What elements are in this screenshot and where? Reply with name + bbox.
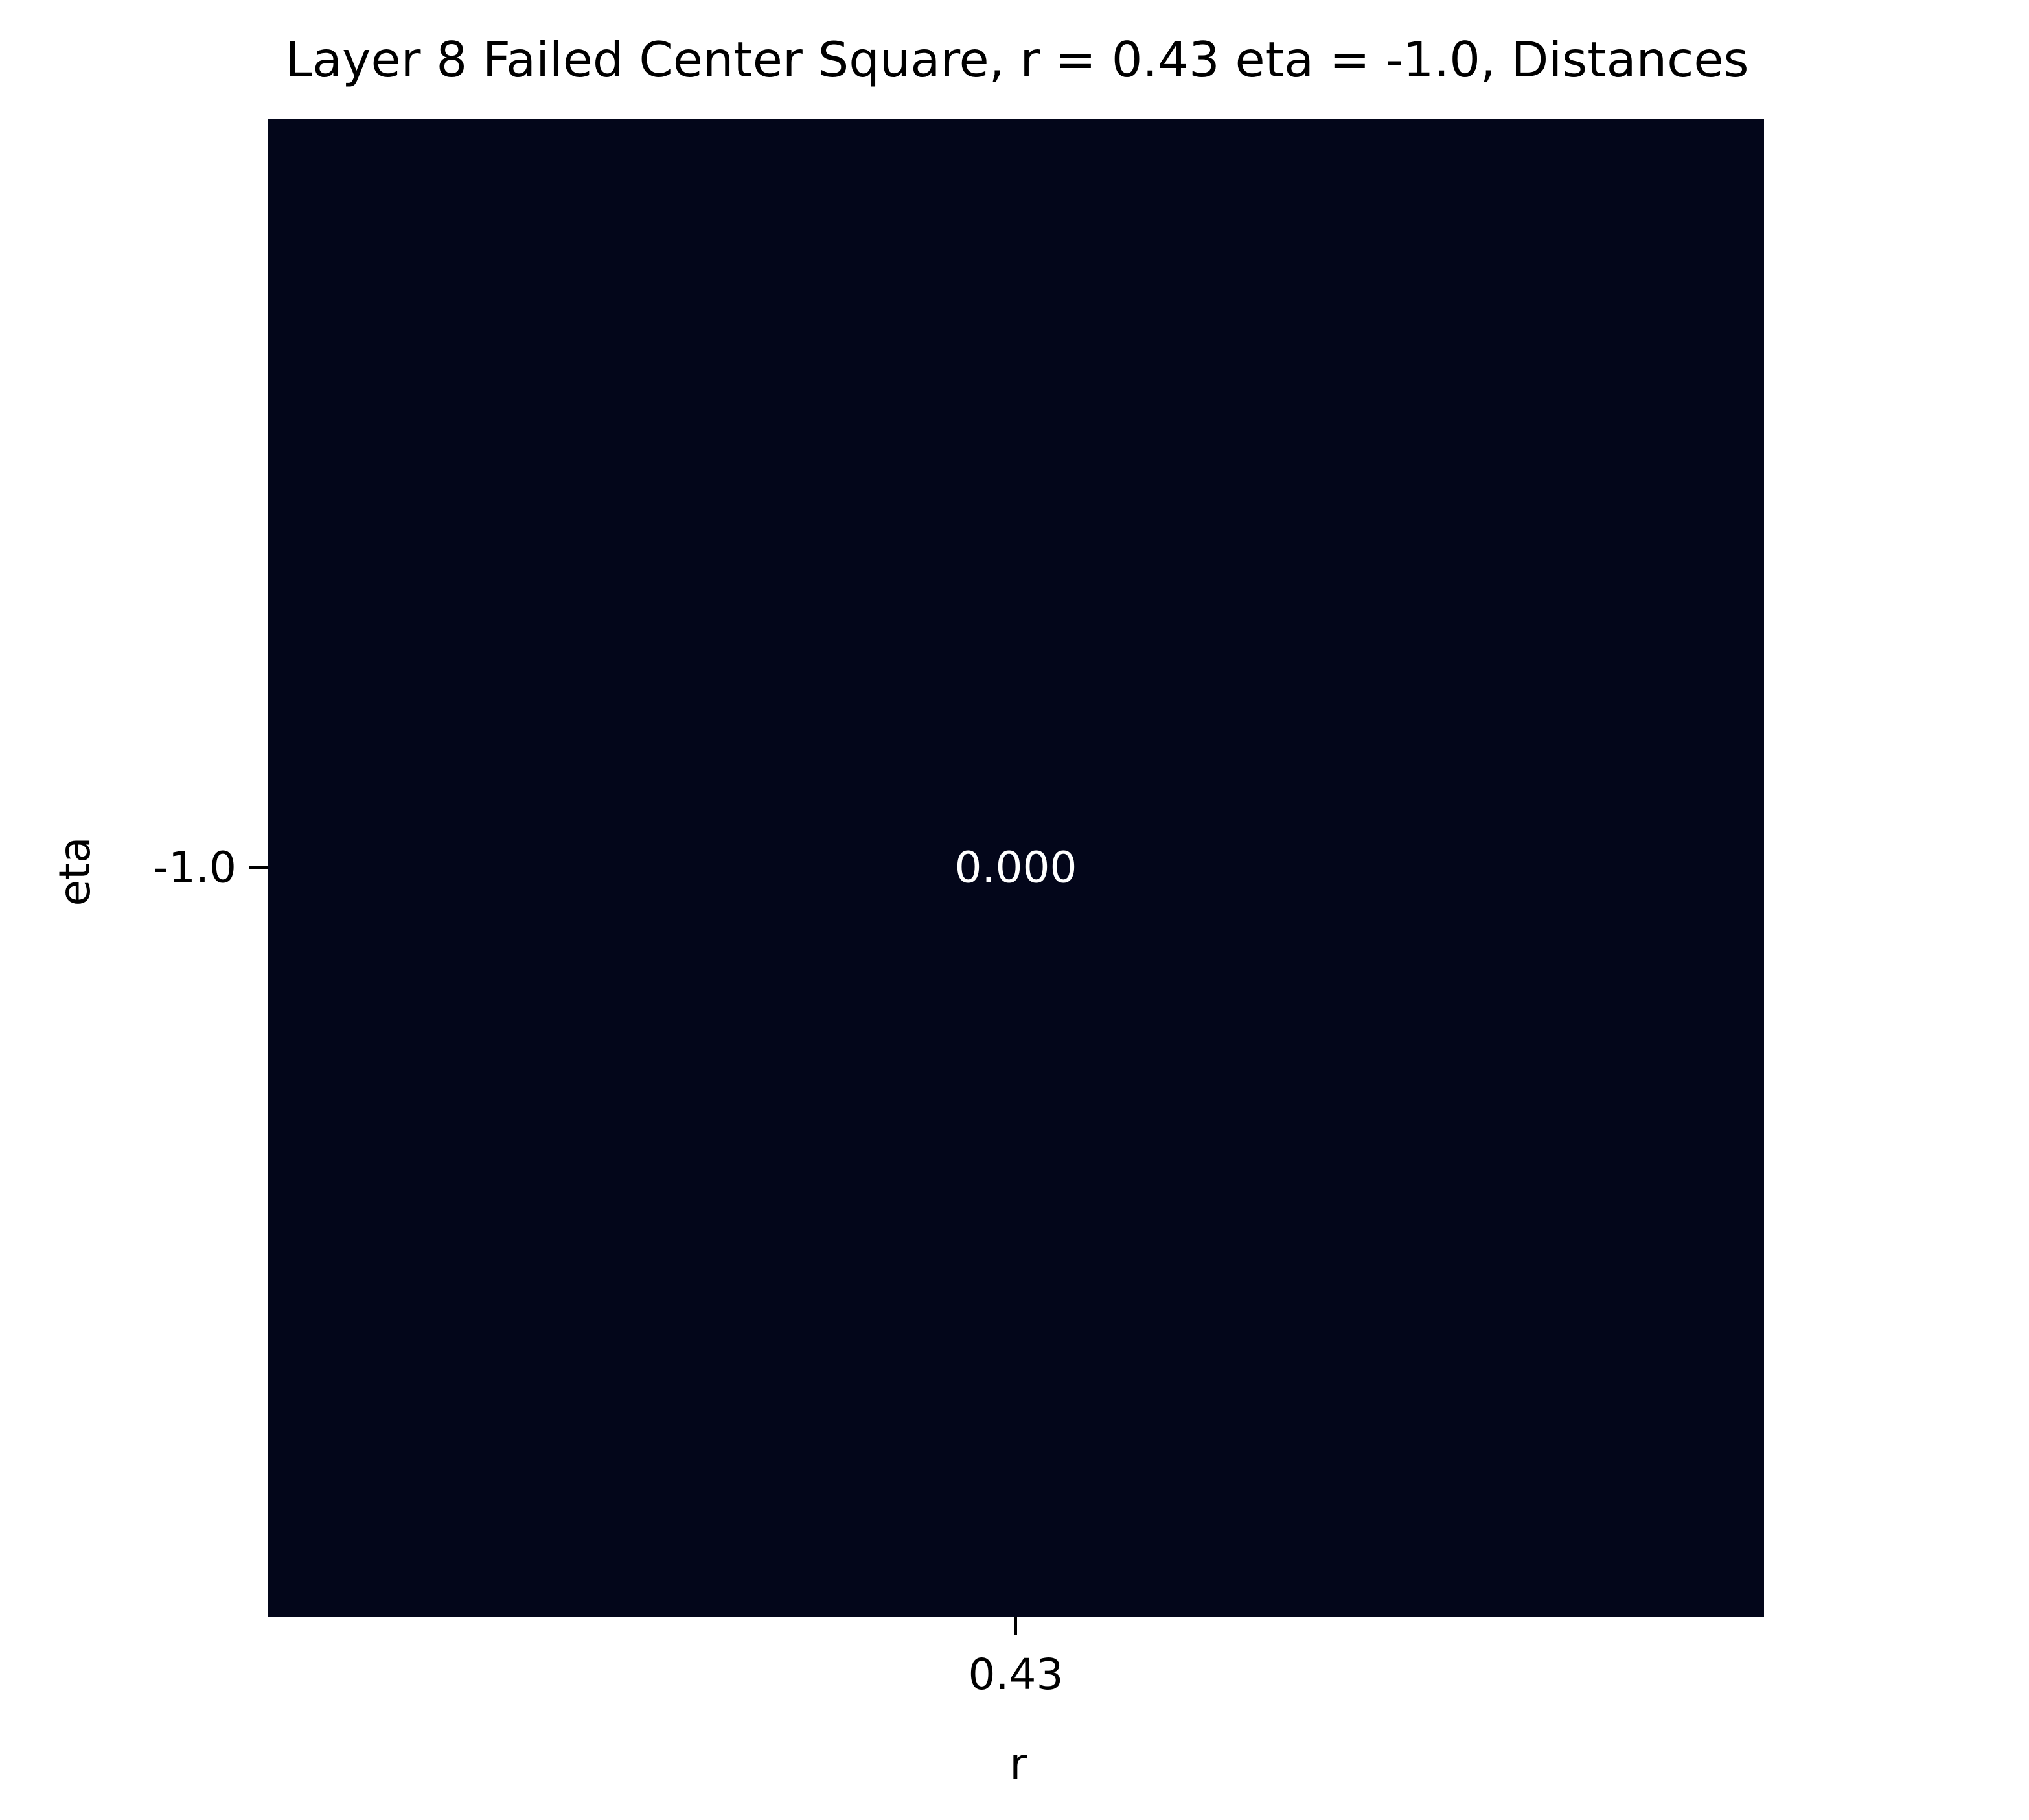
x-axis-label: r	[1009, 1739, 1027, 1789]
cell-annotations: 0.000	[955, 843, 1077, 893]
y-tick-label: -1.0	[153, 843, 236, 893]
x-axis: 0.43	[969, 1617, 1064, 1699]
heatmap-cell	[268, 119, 1764, 1617]
x-tick-label: 0.43	[969, 1650, 1064, 1699]
y-axis-label: eta	[50, 837, 100, 906]
chart-title: Layer 8 Failed Center Square, r = 0.43 e…	[285, 31, 1748, 88]
cell-value-label: 0.000	[955, 843, 1077, 893]
y-axis: -1.0	[153, 843, 268, 893]
heatmap-cells	[268, 119, 1764, 1617]
